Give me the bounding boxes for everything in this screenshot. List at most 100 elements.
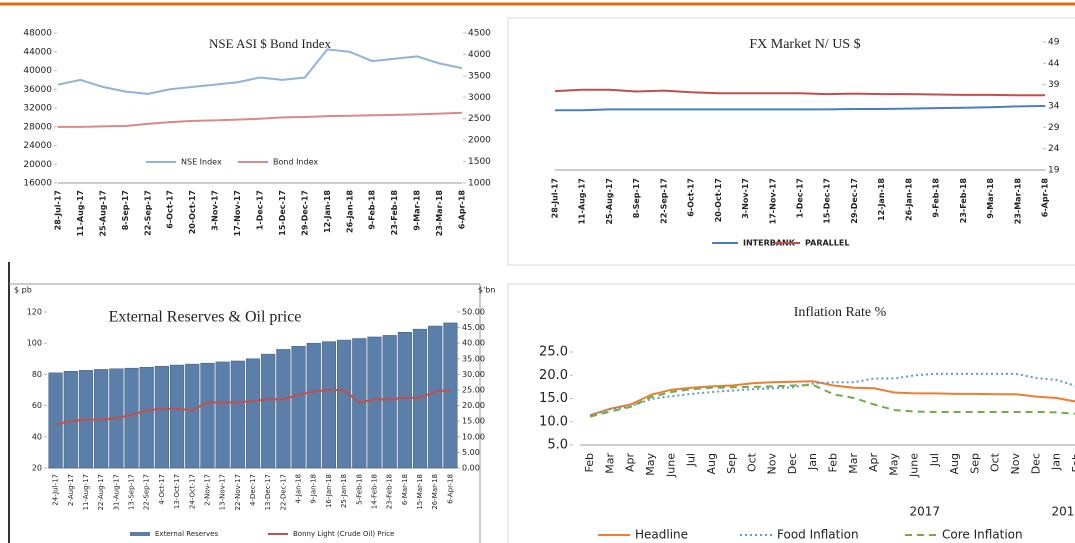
x-tick-label: 22-Sep-17 [659, 178, 668, 224]
y-tick-label: 44000 [23, 47, 52, 57]
y-tick-label: 49 [1048, 38, 1060, 48]
chart-title: Inflation Rate % [794, 305, 887, 320]
y-tick-label: 15.00 [462, 417, 485, 426]
x-tick-label: 6-Mar-18 [401, 474, 409, 505]
x-tick-label: 5-Feb-18 [355, 474, 363, 505]
y-tick-label: 44 [1048, 59, 1060, 69]
x-tick-label: 2-Nov-17 [203, 474, 211, 506]
bar [397, 332, 412, 469]
x-tick-label: 6-Oct-17 [687, 178, 696, 217]
legend-label: Bond Index [273, 158, 318, 167]
y-tick-label: 2000 [468, 136, 491, 146]
x-tick-label: Nov [766, 453, 779, 475]
x-tick-label: 23-Mar-18 [435, 190, 444, 237]
bar [306, 342, 321, 469]
x-tick-label: Aug [705, 453, 718, 474]
x-tick-label: 4-Oct-17 [158, 474, 166, 505]
x-tick-label: 11-Aug-17 [76, 190, 85, 237]
x-tick-label: Sep [968, 453, 981, 474]
line [58, 111, 463, 128]
x-tick-label: Feb [583, 453, 596, 472]
x-tick-label: 24-Oct-17 [188, 474, 196, 509]
x-tick-label: 23-Feb-18 [386, 474, 394, 509]
x-tick-label: Dec [786, 453, 799, 474]
y-tick-label: 20000 [23, 160, 52, 170]
y-tick-label: 0.00 [462, 464, 480, 473]
bar [245, 358, 261, 469]
y-tick-label: 35.00 [462, 354, 485, 363]
x-tick-label: 15-Mar-18 [416, 474, 424, 510]
y-tick-label: 48000 [23, 29, 52, 39]
x-tick-label: 24-Jul-17 [52, 474, 60, 506]
x-tick-label: Jan [1050, 453, 1063, 471]
y-tick-label: 15.0 [539, 391, 568, 406]
y-tick-label: 40000 [23, 66, 52, 76]
y-tick-label: 29 [1048, 123, 1060, 133]
y-tick-label: 25.00 [462, 386, 485, 395]
x-tick-label: Sep [725, 453, 738, 474]
line [555, 105, 1046, 112]
x-tick-label: 2-Aug-17 [67, 474, 75, 506]
y-tick-label: 2500 [468, 114, 491, 124]
bar [230, 360, 245, 469]
x-tick-label: June [908, 453, 921, 478]
bar [48, 372, 63, 469]
x-tick-label: 17-Nov-17 [233, 190, 242, 236]
x-tick-label: 13-Nov-17 [219, 474, 227, 510]
chart-title: NSE ASI $ Bond Index [209, 36, 332, 51]
bar [185, 363, 200, 469]
line [55, 389, 451, 426]
legend-swatch [130, 532, 150, 536]
x-tick-label: 13-Oct-17 [173, 474, 181, 509]
x-tick-label: Jan [806, 453, 819, 471]
panel-border [507, 283, 1075, 543]
x-tick-label: 1-Dec-17 [796, 178, 805, 218]
panel-border [507, 17, 1075, 266]
bar [443, 322, 458, 469]
x-tick-label: 20-Oct-17 [714, 178, 723, 222]
group-label: 2017 [909, 505, 940, 519]
bar [321, 341, 337, 469]
line [554, 88, 1045, 97]
y-tick-label: 28000 [23, 122, 52, 132]
y-tick-label: 45.00 [462, 323, 485, 332]
y-tick-label: 34 [1048, 102, 1060, 112]
x-tick-label: Aug [948, 453, 961, 474]
x-tick-label: 9-Mar-18 [413, 190, 422, 231]
x-tick-label: Oct [745, 452, 758, 472]
x-tick-label: May [887, 453, 900, 476]
x-tick-label: 12-Jan-18 [323, 190, 332, 233]
x-tick-label: 26-Jan-18 [345, 190, 354, 233]
legend-label: Headline [635, 528, 688, 542]
x-tick-label: 23-Feb-18 [390, 190, 399, 236]
x-tick-label: 17-Nov-17 [768, 178, 777, 224]
x-tick-label: 16-Jan-18 [325, 474, 333, 508]
y-tick-label: 80 [32, 370, 42, 379]
y-tick-label: 1000 [468, 179, 491, 189]
bar [261, 353, 276, 469]
x-tick-label: 3-Nov-17 [741, 178, 750, 219]
y-tick-label: 30.00 [462, 370, 485, 379]
x-tick-label: 13-Sep-17 [128, 474, 136, 510]
x-tick-label: 15-Dec-17 [278, 190, 287, 236]
x-tick-label: 23-Feb-18 [959, 178, 968, 224]
bar [215, 361, 230, 469]
x-tick-label: 29-Dec-17 [300, 190, 309, 236]
x-tick-label: 9-Feb-18 [932, 178, 941, 218]
y-tick-label: 32000 [23, 104, 52, 114]
bar [154, 366, 169, 469]
x-tick-label: Dec [1029, 453, 1042, 474]
x-tick-label: Mar [603, 453, 616, 474]
y-tick-label: 24 [1048, 144, 1060, 154]
x-tick-label: Nov [1009, 453, 1022, 475]
y-tick-label: 100 [27, 339, 42, 348]
y-tick-label: 4000 [468, 50, 491, 60]
legend-label: PARALLEL [805, 239, 849, 248]
y-tick-label: 40.00 [462, 339, 485, 348]
x-tick-label: May [644, 453, 657, 476]
y-axis-label: $ pb [14, 286, 32, 295]
x-tick-label: 11-Aug-17 [578, 178, 587, 225]
x-tick-label: 25-Aug-17 [605, 178, 614, 225]
chart-title: External Reserves & Oil price [109, 309, 302, 326]
line [57, 48, 463, 95]
